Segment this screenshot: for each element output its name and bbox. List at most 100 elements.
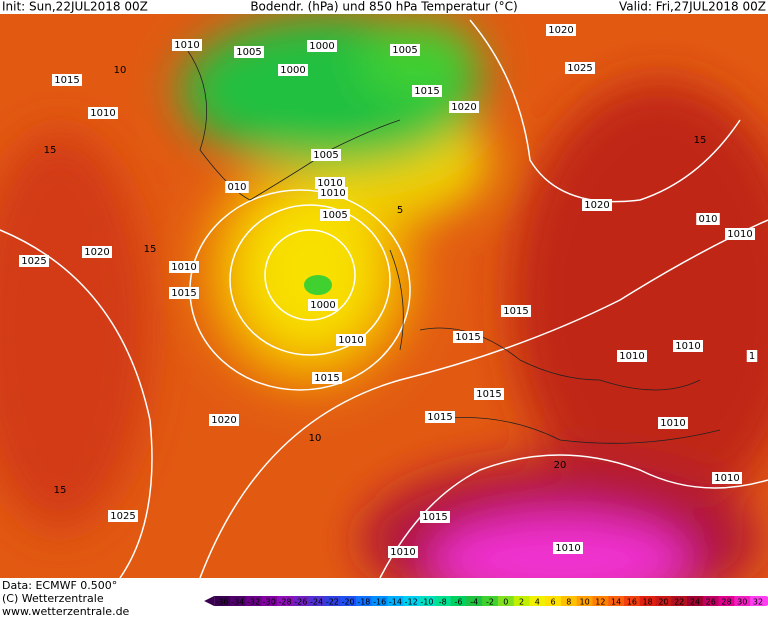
isobar-label-bg: [82, 246, 112, 258]
isobar-label-bg: [308, 299, 338, 311]
colorbar-swatch: [750, 596, 767, 606]
isobar-label: 1000: [310, 300, 335, 311]
isobar-label: 1015: [171, 288, 196, 299]
colorbar-tick-label: -16: [373, 598, 386, 607]
isobar-label: 1010: [660, 418, 685, 429]
isotherm-label: 15: [44, 145, 57, 156]
colorbar-swatch: [482, 596, 499, 606]
colorbar-tick-label: -36: [215, 598, 228, 607]
isobar-label-bg: [546, 24, 576, 36]
colorbar-tick-label: 14: [611, 598, 621, 607]
colorbar-swatch: [356, 596, 373, 606]
valid-time: Valid: Fri,27JUL2018 00Z: [619, 0, 766, 14]
colorbar-tick-label: -32: [247, 598, 260, 607]
isobar-label: 1010: [619, 351, 644, 362]
colorbar-swatch: [718, 596, 735, 606]
isobar-label: 1010: [171, 262, 196, 273]
isobar-label: 1010: [675, 341, 700, 352]
isobar-label: 1: [749, 351, 755, 362]
isobar-label-bg: [88, 107, 118, 119]
map-title: Bodendr. (hPa) und 850 hPa Temperatur (°…: [250, 0, 517, 14]
colorbar-swatch: [655, 596, 672, 606]
data-source: Data: ECMWF 0.500°: [2, 579, 117, 592]
copyright: (C) Wetterzentrale: [2, 592, 104, 605]
isobar-label-bg: [320, 209, 350, 221]
colorbar-swatch: [624, 596, 641, 606]
colorbar-swatch: [419, 596, 436, 606]
isobar-label-bg: [234, 46, 264, 58]
isobar-label-bg: [312, 372, 342, 384]
colorbar-swatch: [560, 596, 578, 606]
colorbar-tick-label: -22: [326, 598, 339, 607]
isobar-label: 1015: [414, 86, 439, 97]
isobar-label-bg: [746, 350, 758, 362]
colorbar-swatch: [545, 596, 562, 606]
isobar-label: 1000: [309, 41, 334, 52]
isobar-label-bg: [474, 388, 504, 400]
colorbar-tick-label: -8: [439, 598, 447, 607]
isobar-label-bg: [19, 255, 49, 267]
colorbar-tick-label: 24: [690, 598, 700, 607]
colorbar-tick-label: 10: [579, 598, 589, 607]
isobar-label-bg: [172, 39, 202, 51]
isobar-label-bg: [225, 181, 249, 193]
isobar-label: 1010: [555, 543, 580, 554]
colorbar-tick-label: 0: [503, 598, 508, 607]
isobar-label: 1020: [84, 247, 109, 258]
isobar-label: 1025: [567, 63, 592, 74]
colorbar-tick-label: -10: [420, 598, 433, 607]
colorbar-swatch: [450, 596, 467, 606]
colorbar-tick-label: -24: [310, 598, 323, 607]
isobar-label: 1020: [451, 102, 476, 113]
isobar-label: 1015: [455, 332, 480, 343]
colorbar-swatch: [671, 596, 688, 606]
isobar-label-bg: [696, 213, 720, 225]
isobar-label: 1005: [322, 210, 347, 221]
isobar-label-bg: [336, 334, 366, 346]
colorbar-swatch: [434, 596, 452, 606]
map-area: [0, 14, 768, 578]
isobar-label-bg: [565, 62, 595, 74]
isobar-label: 1015: [54, 75, 79, 86]
isobar-label: 1005: [313, 150, 338, 161]
isobar-label: 1025: [110, 511, 135, 522]
isotherm-label: 15: [144, 244, 157, 255]
colorbar-swatch: [734, 596, 751, 606]
isotherm-label: 5: [397, 205, 403, 216]
colorbar-tick-label: 2: [519, 598, 524, 607]
colorbar-tick-label: 20: [658, 598, 668, 607]
isobar-label: 1010: [714, 473, 739, 484]
isobar-label-bg: [307, 40, 337, 52]
colorbar-tick-label: 16: [627, 598, 637, 607]
colorbar-tick-label: -4: [470, 598, 478, 607]
isotherm-label: 10: [114, 65, 127, 76]
init-time: Init: Sun,22JUL2018 00Z: [2, 0, 148, 14]
isobar-label: 1020: [211, 415, 236, 426]
colorbar-tick-label: 4: [535, 598, 540, 607]
header-bar: [0, 0, 768, 14]
isobar-label: 1010: [317, 178, 342, 189]
isobar-label-bg: [311, 149, 341, 161]
isobar-label-bg: [390, 44, 420, 56]
isobar-label-bg: [315, 177, 345, 189]
colorbar-swatch: [229, 596, 247, 606]
colorbar-tick-label: 12: [595, 598, 605, 607]
colorbar-swatch: [592, 596, 609, 606]
colorbar-tick-label: -34: [231, 598, 244, 607]
isobar-label-bg: [553, 542, 583, 554]
colorbar-swatch: [608, 596, 625, 606]
isobar-label-bg: [449, 101, 479, 113]
isotherm-label: 10: [309, 433, 322, 444]
colorbar-swatch: [513, 596, 530, 606]
isobar-label: 1005: [236, 47, 261, 58]
colorbar-swatch: [576, 596, 593, 606]
isobar-label-bg: [52, 74, 82, 86]
colorbar-swatch: [324, 596, 341, 606]
isobar-label: 1000: [280, 65, 305, 76]
colorbar-tick-label: -18: [357, 598, 370, 607]
isobar-label-bg: [420, 511, 450, 523]
colorbar-tick-label: -6: [454, 598, 462, 607]
isobar-label: 1015: [427, 412, 452, 423]
isobar-label-bg: [725, 228, 755, 240]
